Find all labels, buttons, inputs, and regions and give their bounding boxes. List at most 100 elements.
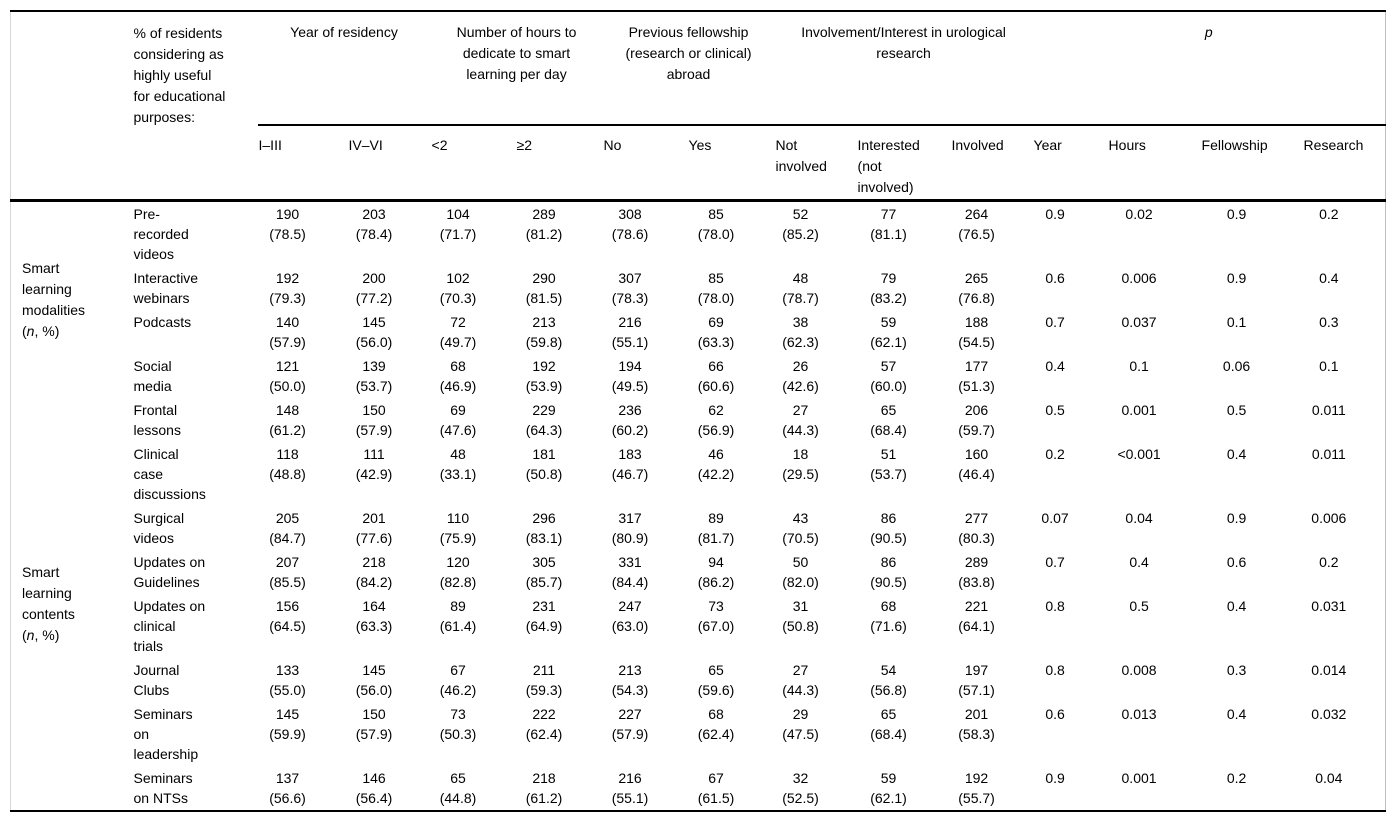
np-cell: 296 (83.1) bbox=[525, 509, 563, 546]
np-cell: 73 (50.3) bbox=[439, 705, 477, 742]
p-value-cell: 0.011 bbox=[1311, 401, 1346, 418]
p-value-cell: 0.032 bbox=[1311, 705, 1347, 722]
np-cell: 265 (76.8) bbox=[958, 269, 995, 306]
sub-header-research: Research bbox=[1302, 125, 1386, 202]
np-cell: 145 (56.0) bbox=[355, 661, 393, 698]
p-value-cell: 0.9 bbox=[1226, 269, 1247, 286]
p-value-cell: <0.001 bbox=[1117, 445, 1161, 462]
np-cell: 150 (57.9) bbox=[355, 705, 393, 742]
p-value-cell: 0.001 bbox=[1121, 401, 1157, 418]
np-cell: 59 (62.1) bbox=[870, 313, 907, 350]
np-cell: 69 (47.6) bbox=[439, 401, 477, 438]
np-cell: 68 (62.4) bbox=[697, 705, 735, 742]
p-value-cell: 0.2 bbox=[1226, 769, 1247, 786]
np-cell: 59 (62.1) bbox=[870, 769, 907, 806]
table-row: Interactive webinars 192 (79.3) 200 (77.2)… bbox=[11, 266, 1386, 310]
p-value-cell: 0.2 bbox=[1045, 445, 1065, 462]
p-value-cell: 0.2 bbox=[1319, 205, 1339, 222]
p-value-cell: 0.037 bbox=[1121, 313, 1157, 330]
table-row: Clinical case discussions 118 (48.8) 111 (… bbox=[11, 442, 1386, 506]
p-value-cell: 0.1 bbox=[1226, 313, 1247, 330]
np-cell: 164 (63.3) bbox=[355, 597, 393, 634]
np-cell: 145 (59.9) bbox=[269, 705, 306, 742]
np-cell: 307 (78.3) bbox=[611, 269, 649, 306]
np-cell: 150 (57.9) bbox=[355, 401, 393, 438]
p-value-cell: 0.4 bbox=[1226, 445, 1247, 462]
np-cell: 31 (50.8) bbox=[782, 597, 819, 634]
p-value-cell: 0.04 bbox=[1315, 769, 1343, 786]
np-cell: 69 (63.3) bbox=[697, 313, 735, 350]
sub-header-2: ≥2 bbox=[515, 125, 603, 202]
table-row: Seminars on leadership 145 (59.9) 150 (57.… bbox=[11, 702, 1386, 766]
np-cell: 85 (78.0) bbox=[697, 269, 735, 306]
np-cell: 236 (60.2) bbox=[611, 401, 649, 438]
column-group-involvement-interest-in-urological: Involvement/Interest in urological resea… bbox=[774, 11, 1033, 126]
np-cell: 43 (70.5) bbox=[782, 509, 819, 546]
p-value-cell: 0.9 bbox=[1045, 769, 1065, 786]
np-cell: 86 (90.5) bbox=[870, 553, 907, 590]
p-value-cell: 0.013 bbox=[1121, 705, 1157, 722]
np-cell: 38 (62.3) bbox=[782, 313, 819, 350]
np-cell: 201 (77.6) bbox=[355, 509, 393, 546]
np-cell: 289 (83.8) bbox=[958, 553, 995, 590]
table-head: % of residents considering as highly use… bbox=[10, 11, 1386, 202]
np-cell: 218 (84.2) bbox=[355, 553, 393, 590]
table-row: Updates on Guidelines 207 (85.5) 218 (84.2… bbox=[11, 550, 1386, 594]
np-cell: 156 (64.5) bbox=[269, 597, 306, 634]
sub-header-i-iii: I–III bbox=[257, 125, 348, 202]
p-value-cell: 0.1 bbox=[1319, 357, 1339, 374]
np-cell: 137 (56.6) bbox=[269, 769, 306, 806]
p-value-cell: 0.02 bbox=[1125, 205, 1153, 222]
p-value-cell: 0.001 bbox=[1121, 769, 1157, 786]
np-cell: 218 (61.2) bbox=[525, 769, 563, 806]
row-label: Podcasts bbox=[133, 313, 192, 330]
np-cell: 68 (71.6) bbox=[870, 597, 907, 634]
np-cell: 18 (29.5) bbox=[782, 445, 819, 482]
corner-header: % of residents considering as highly use… bbox=[133, 11, 258, 202]
np-cell: 66 (60.6) bbox=[697, 357, 735, 394]
results-table: % of residents considering as highly use… bbox=[10, 10, 1387, 812]
np-cell: 27 (44.3) bbox=[782, 401, 819, 438]
p-value-cell: 0.4 bbox=[1226, 705, 1247, 722]
sub-header-hours: Hours bbox=[1107, 125, 1201, 202]
row-label: Interactive webinars bbox=[133, 269, 199, 306]
np-cell: 57 (60.0) bbox=[870, 357, 907, 394]
np-cell: 331 (84.4) bbox=[611, 553, 649, 590]
p-value-cell: 0.3 bbox=[1319, 313, 1339, 330]
sub-header-involved: Involved bbox=[950, 125, 1033, 202]
row-label: Pre- recorded videos bbox=[133, 205, 189, 262]
np-cell: 79 (83.2) bbox=[870, 269, 907, 306]
np-cell: 308 (78.6) bbox=[611, 205, 649, 242]
np-cell: 52 (85.2) bbox=[782, 205, 819, 242]
np-cell: 111 (42.9) bbox=[355, 445, 393, 482]
np-cell: 148 (61.2) bbox=[269, 401, 306, 438]
p-value-cell: 0.5 bbox=[1045, 401, 1065, 418]
np-cell: 32 (52.5) bbox=[782, 769, 819, 806]
np-cell: 213 (54.3) bbox=[611, 661, 649, 698]
row-label: Updates on clinical trials bbox=[133, 597, 206, 654]
np-cell: 192 (79.3) bbox=[269, 269, 306, 306]
np-cell: 94 (86.2) bbox=[697, 553, 735, 590]
np-cell: 197 (57.1) bbox=[958, 661, 995, 698]
table-row: Smart learning contents (n, %) Surgical v… bbox=[11, 506, 1386, 643]
p-value-cell: 0.4 bbox=[1129, 553, 1149, 570]
p-value-cell: 0.04 bbox=[1125, 509, 1153, 526]
np-cell: 207 (85.5) bbox=[269, 553, 306, 590]
np-cell: 305 (85.7) bbox=[525, 553, 563, 590]
p-value-cell: 0.6 bbox=[1045, 705, 1065, 722]
np-cell: 26 (42.6) bbox=[782, 357, 819, 394]
p-value-cell: 0.014 bbox=[1311, 661, 1347, 678]
p-value-cell: 0.9 bbox=[1045, 205, 1065, 222]
np-cell: 247 (63.0) bbox=[611, 597, 649, 634]
np-cell: 65 (68.4) bbox=[870, 401, 907, 438]
np-cell: 231 (64.9) bbox=[525, 597, 563, 634]
np-cell: 145 (56.0) bbox=[355, 313, 393, 350]
row-group-label-smart-learning-contents: Smart learning contents (n, %) bbox=[22, 563, 75, 643]
row-label: Clinical case discussions bbox=[133, 445, 206, 502]
row-label: Journal Clubs bbox=[133, 661, 180, 698]
np-cell: 104 (71.7) bbox=[439, 205, 477, 242]
np-cell: 62 (56.9) bbox=[697, 401, 735, 438]
row-label: Surgical videos bbox=[133, 509, 185, 546]
sub-header-year: Year bbox=[1032, 125, 1108, 202]
sub-header-yes: Yes bbox=[687, 125, 775, 202]
